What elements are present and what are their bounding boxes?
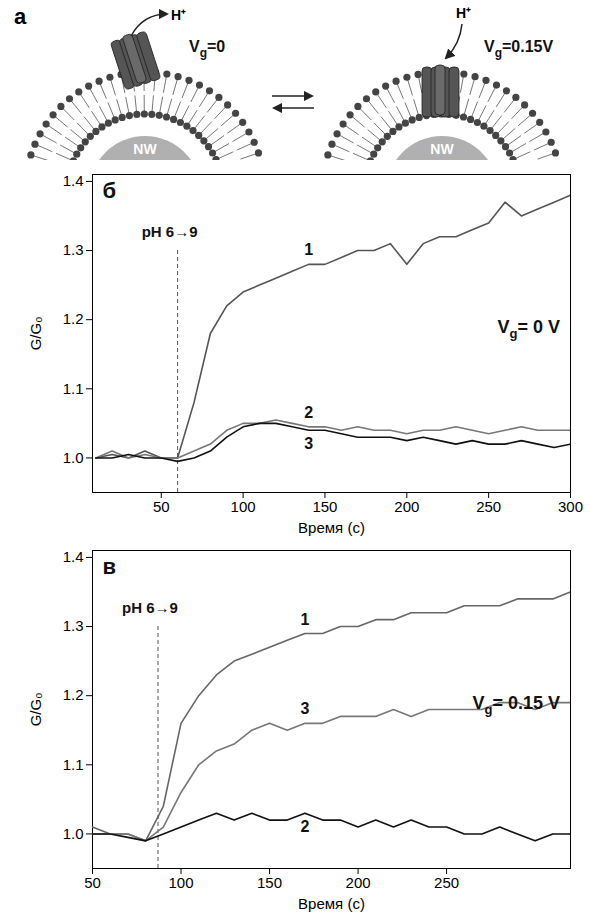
svg-text:300: 300	[558, 498, 583, 515]
svg-text:pH 6→9: pH 6→9	[122, 599, 178, 616]
svg-text:1.2: 1.2	[63, 310, 84, 327]
svg-text:1: 1	[304, 241, 313, 258]
svg-text:150: 150	[312, 498, 337, 515]
svg-text:H⁺: H⁺	[456, 5, 471, 21]
svg-text:2: 2	[304, 404, 313, 421]
svg-text:250: 250	[434, 874, 459, 891]
svg-text:pH 6→9: pH 6→9	[142, 223, 198, 240]
svg-text:3: 3	[300, 700, 309, 717]
svg-text:Vg= 0 V: Vg= 0 V	[498, 317, 561, 341]
svg-text:150: 150	[257, 874, 282, 891]
svg-text:100: 100	[169, 874, 194, 891]
svg-text:50: 50	[153, 498, 170, 515]
svg-text:1.1: 1.1	[63, 380, 84, 397]
svg-text:1.3: 1.3	[63, 617, 84, 634]
svg-text:250: 250	[476, 498, 501, 515]
svg-text:200: 200	[394, 498, 419, 515]
svg-text:G/G₀: G/G₀	[27, 693, 44, 727]
svg-text:1.4: 1.4	[63, 548, 84, 565]
svg-text:Vg=0: Vg=0	[189, 38, 225, 60]
svg-text:G/G₀: G/G₀	[27, 317, 44, 351]
svg-text:100: 100	[231, 498, 256, 515]
svg-text:H⁺: H⁺	[171, 7, 186, 23]
svg-text:Время (с): Время (с)	[298, 519, 365, 536]
svg-text:1.4: 1.4	[63, 172, 84, 189]
svg-text:1.2: 1.2	[63, 686, 84, 703]
svg-text:NW: NW	[133, 141, 157, 157]
svg-text:в: в	[103, 554, 117, 579]
svg-text:200: 200	[346, 874, 371, 891]
svg-text:NW: NW	[430, 141, 454, 157]
svg-text:50: 50	[84, 874, 101, 891]
svg-text:1.1: 1.1	[63, 756, 84, 773]
svg-text:1.0: 1.0	[63, 449, 84, 466]
svg-text:б: б	[103, 178, 117, 203]
svg-text:Vg= 0.15 V: Vg= 0.15 V	[472, 693, 560, 717]
svg-text:2: 2	[300, 818, 309, 835]
svg-text:1.0: 1.0	[63, 825, 84, 842]
svg-text:a: a	[14, 4, 27, 29]
svg-text:1.3: 1.3	[63, 241, 84, 258]
svg-text:Vg=0.15V: Vg=0.15V	[484, 38, 554, 60]
svg-text:3: 3	[304, 435, 313, 452]
svg-text:1: 1	[300, 611, 309, 628]
svg-text:Время (с): Время (с)	[298, 895, 365, 912]
